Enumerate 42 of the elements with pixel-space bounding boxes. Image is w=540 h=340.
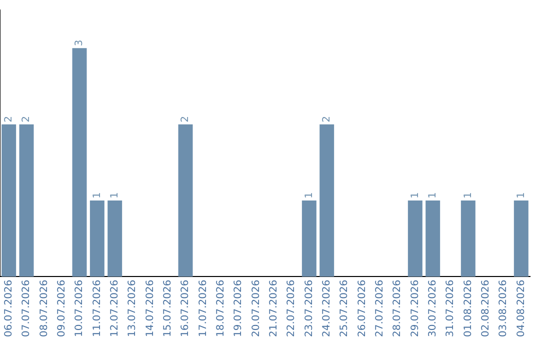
x-tick-label: 08.07.2026 (38, 280, 50, 338)
data-label: 1 (304, 192, 315, 199)
x-tick-label: 09.07.2026 (56, 280, 68, 338)
x-tick-label: 29.07.2026 (410, 280, 421, 338)
data-label: 1 (427, 192, 438, 199)
data-label: 3 (74, 40, 86, 46)
x-tick-label: 21.07.2026 (268, 280, 280, 338)
data-label: 1 (462, 192, 474, 199)
x-tick-label: 18.07.2026 (215, 280, 226, 338)
x-tick-label: 10.07.2026 (74, 280, 86, 338)
x-tick-label: 11.07.2026 (92, 280, 103, 338)
x-tick-label: 04.08.2026 (516, 280, 527, 338)
x-tick-label: 15.07.2026 (162, 280, 174, 338)
x-tick-label: 01.08.2026 (462, 280, 474, 338)
x-tick-label: 12.07.2026 (109, 280, 120, 338)
data-label: 2 (3, 116, 14, 122)
data-label: 2 (321, 116, 332, 122)
x-tick-label: 14.07.2026 (144, 280, 156, 338)
x-tick-label: 03.08.2026 (498, 280, 510, 338)
data-label: 1 (92, 192, 103, 199)
x-tick-label: 07.07.2026 (21, 280, 32, 338)
x-tick-label: 17.07.2026 (198, 280, 209, 338)
data-label: 1 (410, 192, 421, 199)
data-label: 1 (516, 192, 527, 199)
data-label: 1 (109, 192, 120, 199)
x-tick-label: 23.07.2026 (304, 280, 315, 338)
x-tick-label: 06.07.2026 (3, 280, 14, 338)
x-tick-label: 02.08.2026 (480, 280, 492, 338)
x-tick-label: 30.07.2026 (427, 280, 438, 338)
x-tick-label: 13.07.2026 (127, 280, 138, 338)
x-tick-label: 25.07.2026 (339, 280, 350, 338)
x-tick-label: 24.07.2026 (321, 280, 332, 338)
x-tick-label: 20.07.2026 (250, 280, 262, 338)
data-label: 2 (180, 116, 192, 122)
x-tick-label: 31.07.2026 (445, 280, 456, 338)
x-tick-label: 27.07.2026 (374, 280, 386, 338)
x-tick-label: 22.07.2026 (286, 280, 298, 338)
x-tick-label: 26.07.2026 (356, 280, 368, 338)
x-tick-label: 16.07.2026 (180, 280, 192, 338)
x-tick-label: 28.07.2026 (392, 280, 404, 338)
x-tick-label: 19.07.2026 (233, 280, 244, 338)
data-label: 2 (21, 116, 32, 122)
